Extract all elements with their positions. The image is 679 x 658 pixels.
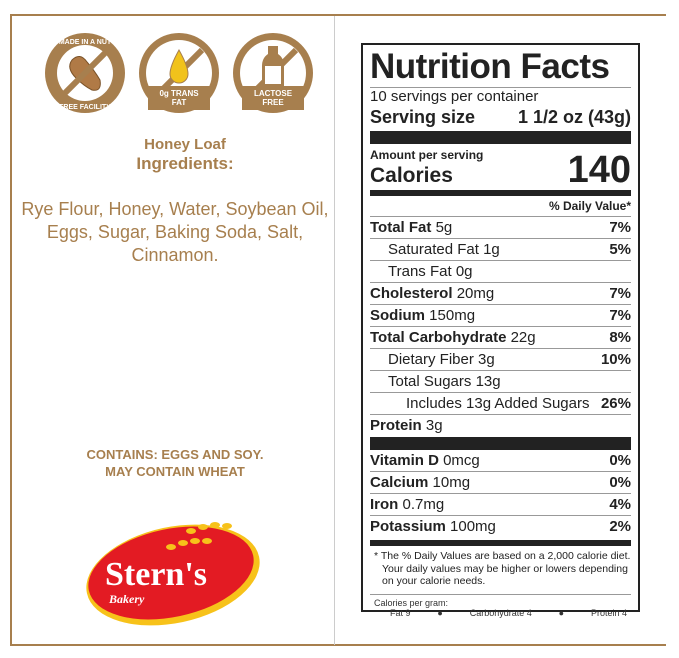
svg-text:FREE: FREE <box>262 98 284 107</box>
footnote: * The % Daily Values are based on a 2,00… <box>370 546 631 595</box>
nutrient-amount: 20mg <box>456 285 495 302</box>
nutrient-amount: 0g <box>455 263 473 280</box>
medium-divider <box>370 540 631 546</box>
nutrient-amount: 22g <box>510 329 536 346</box>
vitamin-row: Vitamin D 0mcg 0% <box>370 450 631 472</box>
nutrient-row: Total Fat 5g 7% <box>370 217 631 239</box>
nutrient-label: Trans Fat <box>388 263 452 280</box>
package-frame <box>10 14 666 646</box>
nutrient-amount: 1g <box>483 241 500 258</box>
svg-text:0g TRANS: 0g TRANS <box>159 89 199 98</box>
daily-value: 7% <box>609 307 631 324</box>
nutrient-label: Iron <box>370 496 399 513</box>
svg-text:MADE IN A NUT: MADE IN A NUT <box>59 39 112 46</box>
calories-label: Calories <box>370 164 453 187</box>
may-contain-text: MAY CONTAIN WHEAT <box>105 464 245 479</box>
nutrient-amount: 10mg <box>432 474 471 491</box>
contains-text: CONTAINS: EGGS AND SOY. <box>86 447 264 462</box>
daily-value: 7% <box>609 219 631 236</box>
nutrient-amount: 5g <box>435 219 453 236</box>
nutrient-row: Total Sugars 13g <box>370 371 631 393</box>
nutrient-label: Vitamin D <box>370 452 439 469</box>
nutrient-amount: 13g <box>475 373 501 390</box>
daily-value: 10% <box>600 351 631 368</box>
servings-per-container: 10 servings per container <box>370 87 631 106</box>
nutrient-row: Dietary Fiber 3g 10% <box>370 349 631 371</box>
nutrient-row: Protein 3g <box>370 415 631 437</box>
nutrient-label: Dietary Fiber <box>388 351 474 368</box>
nutrient-label: Includes 13g Added Sugars <box>406 395 590 412</box>
nutrient-label: Sodium <box>370 307 425 324</box>
nutrition-title: Nutrition Facts <box>370 47 610 86</box>
nutrient-label: Cholesterol <box>370 285 453 302</box>
nutrient-amount: 0mcg <box>443 452 480 469</box>
wheat-icon <box>166 522 232 550</box>
daily-value-header: % Daily Value* <box>370 196 631 217</box>
svg-text:LACTOSE: LACTOSE <box>254 89 293 98</box>
nutrient-label: Total Carbohydrate <box>370 329 507 346</box>
serving-size-label: Serving size <box>370 107 476 127</box>
panel-divider <box>334 16 335 645</box>
nutrient-row: Cholesterol 20mg 7% <box>370 283 631 305</box>
nutrient-amount: 0.7mg <box>402 496 445 513</box>
carb-per-gram: Carbohydrate 4 <box>469 607 532 618</box>
vitamin-row: Iron 0.7mg 4% <box>370 494 631 516</box>
daily-value: 7% <box>609 285 631 302</box>
thick-divider <box>370 437 631 450</box>
daily-value: 0% <box>609 452 631 469</box>
calories-per-gram-label: Calories per gram: <box>374 597 449 608</box>
nutrient-row: Sodium 150mg 7% <box>370 305 631 327</box>
daily-value: 4% <box>609 496 631 513</box>
amount-per-serving: Amount per serving <box>370 148 484 162</box>
calories-value: 140 <box>567 149 631 191</box>
medium-divider <box>370 190 631 196</box>
sterns-bakery-logo: Stern's Bakery <box>86 522 260 626</box>
nutrient-label: Potassium <box>370 518 446 535</box>
nutrient-label: Protein <box>370 417 422 434</box>
ingredients-list: Rye Flour, Honey, Water, Soybean Oil, Eg… <box>21 199 329 265</box>
daily-value: 26% <box>600 395 631 412</box>
nutrient-row: Includes 13g Added Sugars 26% <box>370 393 631 415</box>
nutrient-label: Saturated Fat <box>388 241 479 258</box>
svg-text:Stern's: Stern's <box>105 556 207 593</box>
nutrient-amount: 150mg <box>429 307 476 324</box>
daily-value: 8% <box>609 329 631 346</box>
nutrient-amount: 3g <box>478 351 495 368</box>
nutrient-row: Trans Fat 0g <box>370 261 631 283</box>
svg-text:Bakery: Bakery <box>108 592 145 606</box>
nutrient-amount: 3g <box>425 417 443 434</box>
daily-value: 5% <box>609 241 631 258</box>
ingredients-heading: Ingredients: <box>136 154 234 173</box>
nutrient-label: Total Fat <box>370 219 432 236</box>
nutrition-facts-panel: Nutrition Facts 10 servings per containe… <box>361 43 640 618</box>
allergen-statement: CONTAINS: EGGS AND SOY. MAY CONTAIN WHEA… <box>40 446 310 480</box>
product-name: Honey Loaf <box>144 136 226 153</box>
vitamin-row: Potassium 100mg 2% <box>370 516 631 538</box>
thick-divider <box>370 131 631 144</box>
nutrient-amount: 100mg <box>450 518 496 535</box>
badges: MADE IN A NUT FREE FACILITY 0g TRANS FAT… <box>42 30 316 116</box>
vitamin-row: Calcium 10mg 0% <box>370 472 631 494</box>
daily-value: 2% <box>609 518 631 535</box>
lactose-free-icon: LACTOSE FREE <box>233 33 313 113</box>
svg-text:FREE FACILITY: FREE FACILITY <box>59 104 111 111</box>
nutrient-label: Calcium <box>370 474 429 491</box>
svg-text:FAT: FAT <box>172 98 187 107</box>
nut-free-icon: MADE IN A NUT FREE FACILITY <box>45 33 125 113</box>
serving-size-value: 1 1/2 oz (43g) <box>517 107 631 127</box>
bullet-icon: ● <box>437 607 443 618</box>
bullet-icon: ● <box>558 607 565 618</box>
daily-value: 0% <box>609 474 631 491</box>
nutrient-row: Total Carbohydrate 22g 8% <box>370 327 631 349</box>
trans-fat-free-icon: 0g TRANS FAT <box>139 33 219 113</box>
nutrient-row: Saturated Fat 1g 5% <box>370 239 631 261</box>
fat-per-gram: Fat 9 <box>390 607 411 618</box>
nutrient-label: Total Sugars <box>388 373 472 390</box>
protein-per-gram: Protein 4 <box>590 607 627 618</box>
